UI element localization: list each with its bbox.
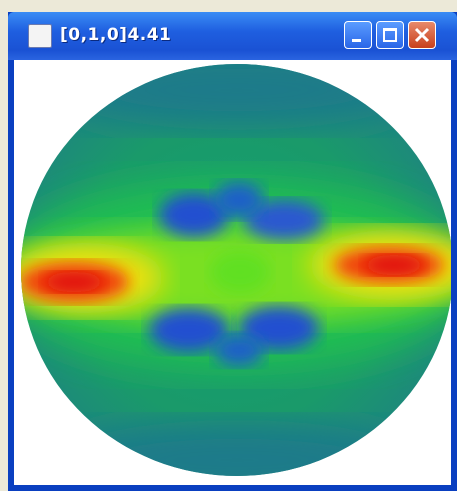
heatmap — [14, 60, 451, 485]
window: [0,1,0]4.41 — [8, 12, 457, 491]
screen: [0,1,0]4.41 — [0, 0, 457, 491]
minimize-button[interactable] — [344, 21, 372, 49]
canvas-area — [14, 60, 451, 485]
maximize-button[interactable] — [376, 21, 404, 49]
window-title: [0,1,0]4.41 — [60, 25, 171, 45]
app-icon — [28, 24, 52, 48]
close-button[interactable] — [408, 21, 436, 49]
title-bar: [0,1,0]4.41 — [8, 12, 457, 60]
